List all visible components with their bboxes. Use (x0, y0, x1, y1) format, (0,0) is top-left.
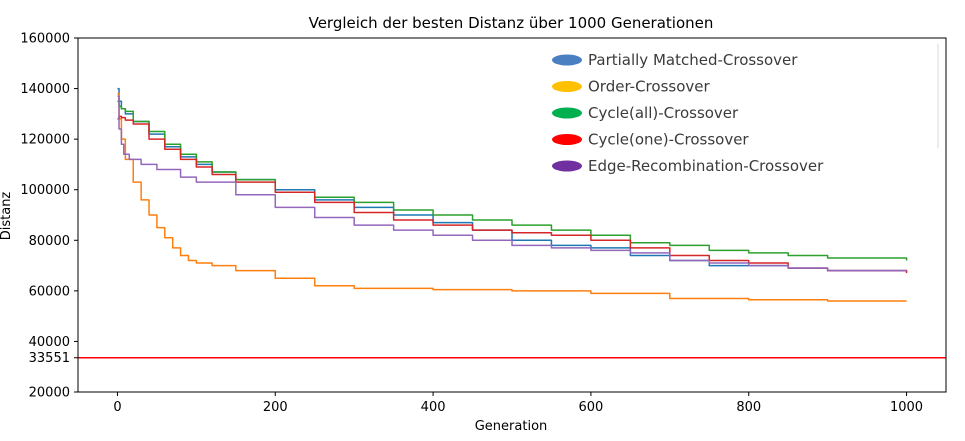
legend-swatch-erx (552, 160, 582, 172)
plot-frame (77, 37, 947, 393)
series-line-ox (117, 92, 907, 302)
legend-label-cx_one: Cycle(one)-Crossover (588, 131, 749, 149)
x-tick-label: 800 (736, 400, 761, 415)
y-tick-label: 20000 (29, 386, 70, 401)
y-tick-label: 60000 (29, 284, 70, 299)
y-tick-label: 120000 (20, 133, 70, 148)
series-line-cx_one (117, 115, 908, 274)
x-tick-label: 1000 (890, 400, 923, 415)
series-line-erx (117, 95, 907, 272)
legend-label-cx_all: Cycle(all)-Crossover (588, 104, 739, 122)
y-tick-label: 100000 (20, 183, 70, 198)
legend-label-erx: Edge-Recombination-Crossover (588, 157, 824, 175)
y-tick-label: 33551 (29, 351, 70, 366)
y-tick-label: 140000 (20, 82, 70, 97)
legend-swatch-cx_one (552, 134, 582, 145)
plot-area (78, 87, 946, 359)
chart-title: Vergleich der besten Distanz über 1000 G… (309, 14, 714, 32)
x-tick-label: 600 (578, 400, 603, 415)
x-axis: 0 200 400 600 800 1000 (113, 392, 923, 415)
legend-label-pmx: Partially Matched-Crossover (588, 51, 798, 69)
y-axis-label: Distanz (0, 192, 14, 241)
x-tick-label: 400 (421, 400, 446, 415)
y-tick-label: 40000 (29, 335, 70, 350)
x-tick-label: 0 (113, 400, 121, 415)
legend-swatch-ox (552, 81, 582, 92)
y-tick-label: 160000 (20, 32, 70, 47)
legend: Partially Matched-Crossover Order-Crossov… (552, 44, 939, 175)
y-tick-label: 80000 (29, 234, 70, 249)
legend-swatch-cx_all (552, 107, 582, 119)
legend-label-ox: Order-Crossover (588, 78, 710, 96)
legend-swatch-pmx (552, 54, 582, 66)
x-axis-label: Generation (475, 419, 548, 434)
x-tick-label: 200 (263, 400, 288, 415)
